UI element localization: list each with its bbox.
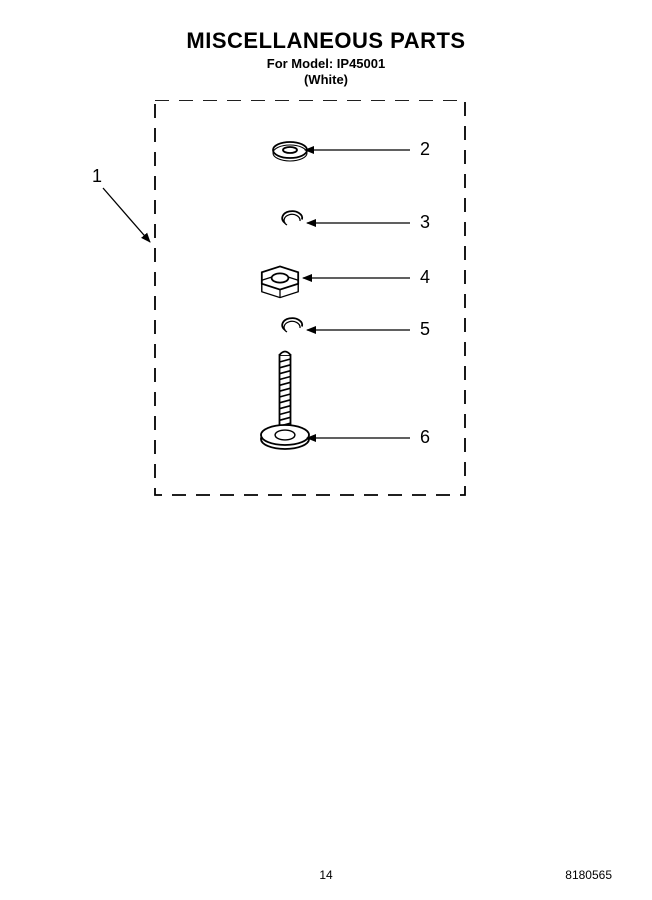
page-title: MISCELLANEOUS PARTS [0, 28, 652, 54]
callout-label-2: 2 [420, 139, 430, 159]
footer-doc-number: 8180565 [565, 868, 612, 882]
callout-5: 5 [307, 319, 430, 339]
callout-label-6: 6 [420, 427, 430, 447]
footer-page-number: 14 [0, 868, 652, 882]
part-clip-lower [282, 318, 302, 332]
callout-1: 1 [92, 166, 150, 242]
part-hex-nut [262, 266, 298, 297]
callout-6: 6 [307, 427, 430, 447]
parts-diagram: 1 2 3 4 5 6 [0, 100, 652, 520]
callout-label-1: 1 [92, 166, 102, 186]
callout-2: 2 [305, 139, 430, 159]
callout-label-4: 4 [420, 267, 430, 287]
callout-4: 4 [303, 267, 430, 287]
part-leveling-bolt [261, 352, 309, 450]
assembly-boundary [155, 100, 465, 495]
part-clip-upper [282, 211, 302, 225]
page: MISCELLANEOUS PARTS For Model: IP45001 (… [0, 0, 652, 900]
part-washer [273, 142, 307, 161]
color-line: (White) [0, 72, 652, 87]
callout-3: 3 [307, 212, 430, 232]
callout-label-3: 3 [420, 212, 430, 232]
model-line: For Model: IP45001 [0, 56, 652, 71]
callout-label-5: 5 [420, 319, 430, 339]
